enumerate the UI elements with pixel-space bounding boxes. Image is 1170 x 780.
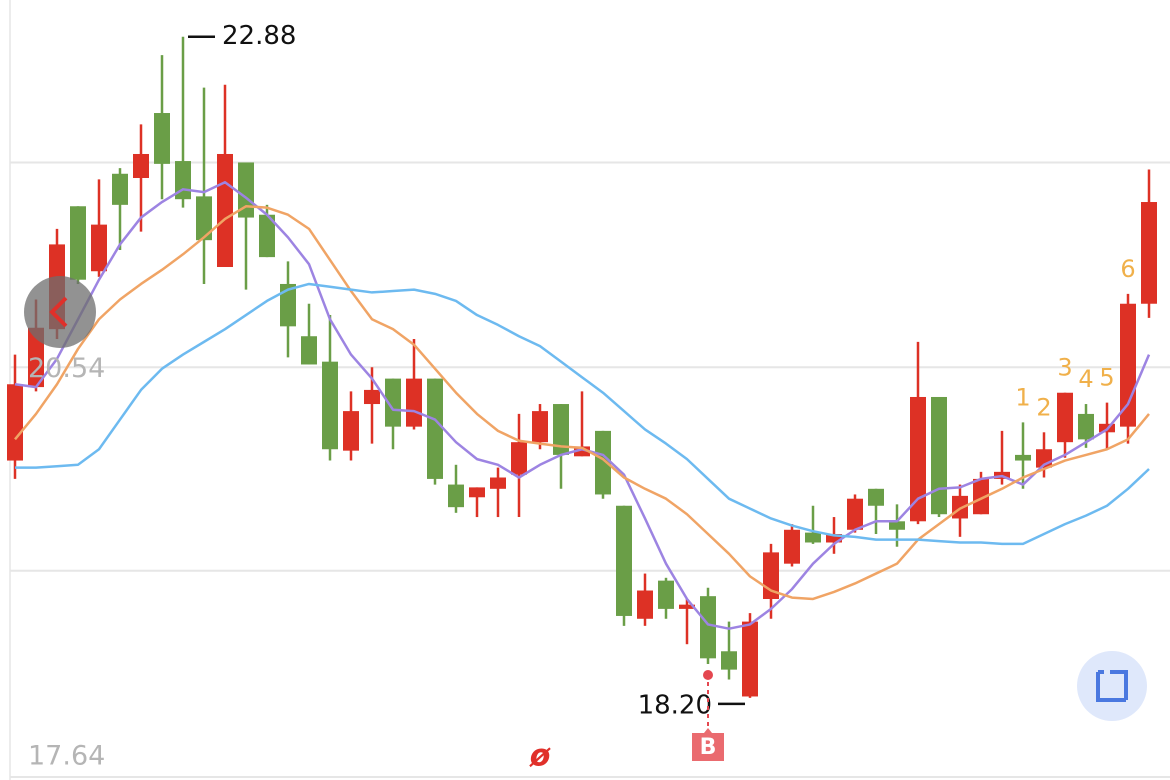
candle-body <box>238 162 254 218</box>
candle-body <box>910 396 926 522</box>
candle-body <box>847 498 863 530</box>
candle-body <box>826 534 842 543</box>
candle-body <box>1141 202 1157 304</box>
fullscreen-icon-frame <box>1096 670 1128 702</box>
candle-body <box>259 214 275 258</box>
y-tick-label: 20.54 <box>28 353 105 384</box>
candle-body <box>784 529 800 564</box>
candle-body <box>868 488 884 506</box>
candle-body <box>280 283 296 327</box>
labels: 20.54 17.64 22.88 18.20 1 23 4 5 6 <box>28 21 1136 771</box>
candle-body <box>700 596 716 659</box>
candle-body <box>553 404 569 455</box>
candle-body <box>574 446 590 457</box>
max-marker-label: 22.88 <box>222 21 296 51</box>
back-button[interactable] <box>24 276 96 348</box>
candle-body <box>532 411 548 443</box>
signal: B <box>692 670 724 761</box>
candle-body <box>133 153 149 179</box>
candle-body <box>490 477 506 489</box>
candle-body <box>385 378 401 427</box>
candle-body <box>301 336 317 365</box>
candle-body <box>322 361 338 450</box>
candle-body <box>742 621 758 697</box>
symbol: ø <box>529 739 551 774</box>
y-tick-label: 17.64 <box>28 741 105 772</box>
sequence-label: 3 <box>1057 354 1072 382</box>
back-arrow <box>49 296 68 328</box>
candle-body <box>1120 303 1136 427</box>
sequence-label: 2 <box>1036 393 1051 421</box>
candle-body <box>1078 413 1094 440</box>
sequence-label: 4 <box>1078 365 1093 393</box>
signal-dot <box>703 670 713 680</box>
candle-body <box>679 604 695 609</box>
candle-body <box>805 532 821 543</box>
back-button-circle[interactable] <box>24 276 96 348</box>
candle-body <box>28 327 44 388</box>
candle-body <box>931 396 947 515</box>
candle-body <box>364 389 380 405</box>
signal-badge <box>692 728 724 761</box>
candle-body <box>91 224 107 272</box>
candle-body <box>7 384 23 461</box>
candle-body <box>721 651 737 670</box>
signal-label: B <box>700 735 717 760</box>
candle-body <box>637 590 653 619</box>
candle-body <box>70 206 86 280</box>
candle-body <box>196 196 212 241</box>
candle-body <box>406 378 422 427</box>
ma-line <box>15 282 1150 546</box>
fullscreen-circle[interactable] <box>1077 651 1147 721</box>
candle-body <box>343 411 359 451</box>
candle-body <box>595 430 611 495</box>
candle-body <box>616 505 632 616</box>
candle-body <box>217 153 233 268</box>
candle-body <box>112 173 128 205</box>
candle-body <box>469 487 485 498</box>
min-marker-label: 18.20 <box>638 690 712 720</box>
candle-body <box>427 378 443 479</box>
candle-body <box>973 478 989 515</box>
candle-body <box>511 442 527 475</box>
ma-line <box>14 205 1150 601</box>
candle-body <box>658 580 674 609</box>
candle-body <box>448 484 464 508</box>
moving-averages <box>14 180 1151 630</box>
sequence-label: 6 <box>1120 255 1135 283</box>
sequence-label: 1 <box>1015 383 1030 411</box>
sequence-label: 5 <box>1099 364 1114 392</box>
candle-body <box>889 521 905 530</box>
candle-body <box>1057 392 1073 443</box>
fullscreen-button[interactable] <box>1077 651 1147 721</box>
candle-body <box>154 113 170 164</box>
fullscreen-icon <box>1096 670 1128 702</box>
candle-body <box>1015 454 1031 461</box>
